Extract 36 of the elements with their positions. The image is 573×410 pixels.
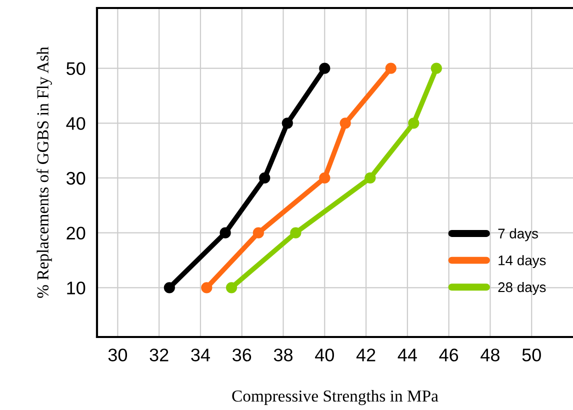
x-tick-label: 32 <box>150 348 168 362</box>
x-tick-label: 46 <box>439 348 458 362</box>
x-tick-label: 38 <box>274 348 293 362</box>
legend-label: 7 days <box>498 228 538 242</box>
x-tick-label: 48 <box>480 348 500 362</box>
x-tick-label: 36 <box>232 348 252 362</box>
point <box>319 172 330 184</box>
point <box>364 172 376 184</box>
y-tick-label: 10 <box>67 282 86 294</box>
point <box>201 282 212 294</box>
y-tick-label: 50 <box>66 62 86 76</box>
x-tick-label: 42 <box>356 348 376 362</box>
legend-label: 14 days <box>498 255 546 268</box>
y-tick-label: 30 <box>66 172 86 185</box>
point <box>226 282 238 294</box>
y-tick-label: 40 <box>66 117 86 130</box>
point <box>385 62 396 74</box>
y-tick-label: 20 <box>66 226 86 240</box>
point <box>282 118 293 129</box>
point <box>164 282 175 294</box>
x-tick-label: 30 <box>108 348 128 362</box>
point <box>340 118 351 129</box>
point <box>252 227 264 238</box>
y-axis-title: % Replacements of GGBS in Fly Ash <box>36 46 52 298</box>
point <box>220 227 231 238</box>
point <box>290 227 302 238</box>
legend-label: 28 days <box>498 282 546 295</box>
point <box>319 62 330 74</box>
point <box>408 118 420 129</box>
x-axis-title: Compressive Strengths in MPa <box>232 390 438 406</box>
point <box>259 172 270 184</box>
point <box>430 62 442 74</box>
x-tick-label: 34 <box>191 348 210 362</box>
x-tick-label: 50 <box>522 348 541 362</box>
x-tick-label: 44 <box>398 348 417 362</box>
x-tick-label: 40 <box>315 348 334 362</box>
